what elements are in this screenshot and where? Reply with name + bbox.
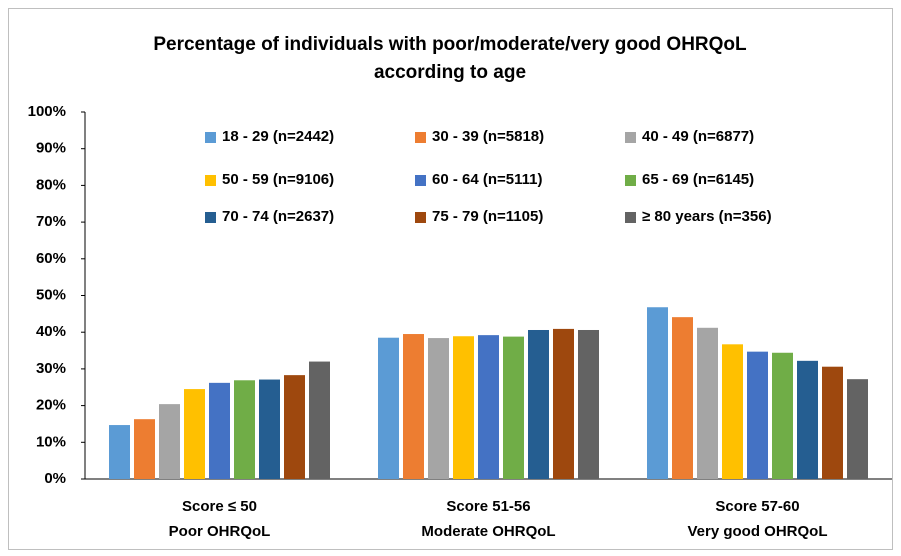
bar — [109, 425, 130, 479]
bar — [672, 317, 693, 479]
y-tick-label: 80% — [36, 176, 66, 193]
bar — [159, 404, 180, 479]
bar — [503, 336, 524, 479]
legend-label: 65 - 69 (n=6145) — [642, 171, 754, 188]
bar — [284, 375, 305, 479]
x-tick-label: Very good OHRQoL — [687, 523, 827, 540]
legend-swatch — [205, 132, 216, 143]
y-tick-label: 90% — [36, 140, 66, 157]
bar — [747, 351, 768, 479]
legend-swatch — [415, 132, 426, 143]
bar — [772, 352, 793, 479]
bar — [578, 329, 599, 479]
legend-label: 30 - 39 (n=5818) — [432, 128, 544, 145]
x-tick-label: Moderate OHRQoL — [421, 523, 555, 540]
chart-border — [8, 8, 893, 550]
bar — [847, 379, 868, 479]
legend-label: 75 - 79 (n=1105) — [432, 208, 543, 225]
bar — [134, 419, 155, 479]
y-tick-label: 30% — [36, 360, 66, 377]
bar — [797, 360, 818, 479]
bar — [403, 334, 424, 479]
bar — [647, 307, 668, 479]
bar — [378, 337, 399, 479]
bar — [209, 382, 230, 479]
bar — [453, 336, 474, 479]
bar — [697, 327, 718, 479]
bar — [528, 329, 549, 479]
legend-swatch — [415, 212, 426, 223]
y-tick-label: 0% — [44, 470, 66, 487]
bar — [722, 344, 743, 479]
bar — [184, 389, 205, 479]
y-tick-label: 40% — [36, 323, 66, 340]
bar — [309, 361, 330, 479]
chart-title: Percentage of individuals with poor/mode… — [153, 34, 747, 55]
y-tick-label: 50% — [36, 286, 66, 303]
x-tick-label: Score 51-56 — [446, 498, 530, 515]
bar — [234, 380, 255, 479]
legend-swatch — [205, 175, 216, 186]
chart-title: according to age — [374, 62, 526, 83]
x-tick-label: Score 57-60 — [715, 498, 799, 515]
y-tick-label: 10% — [36, 433, 66, 450]
legend-swatch — [205, 212, 216, 223]
legend-label: 50 - 59 (n=9106) — [222, 171, 334, 188]
bar — [428, 338, 449, 479]
legend-label: ≥ 80 years (n=356) — [642, 208, 772, 225]
bar — [822, 366, 843, 479]
legend-swatch — [625, 212, 636, 223]
legend-swatch — [625, 132, 636, 143]
bar — [478, 335, 499, 479]
bar — [259, 379, 280, 479]
legend-swatch — [415, 175, 426, 186]
legend-label: 70 - 74 (n=2637) — [222, 208, 334, 225]
x-tick-label: Score ≤ 50 — [182, 498, 257, 515]
legend-label: 60 - 64 (n=5111) — [432, 171, 543, 188]
legend-label: 18 - 29 (n=2442) — [222, 128, 334, 145]
bar — [553, 328, 574, 479]
y-tick-label: 60% — [36, 250, 66, 267]
x-tick-label: Poor OHRQoL — [169, 523, 271, 540]
legend-swatch — [625, 175, 636, 186]
y-tick-label: 20% — [36, 397, 66, 414]
legend-label: 40 - 49 (n=6877) — [642, 128, 754, 145]
y-tick-label: 70% — [36, 213, 66, 230]
y-tick-label: 100% — [28, 103, 66, 120]
